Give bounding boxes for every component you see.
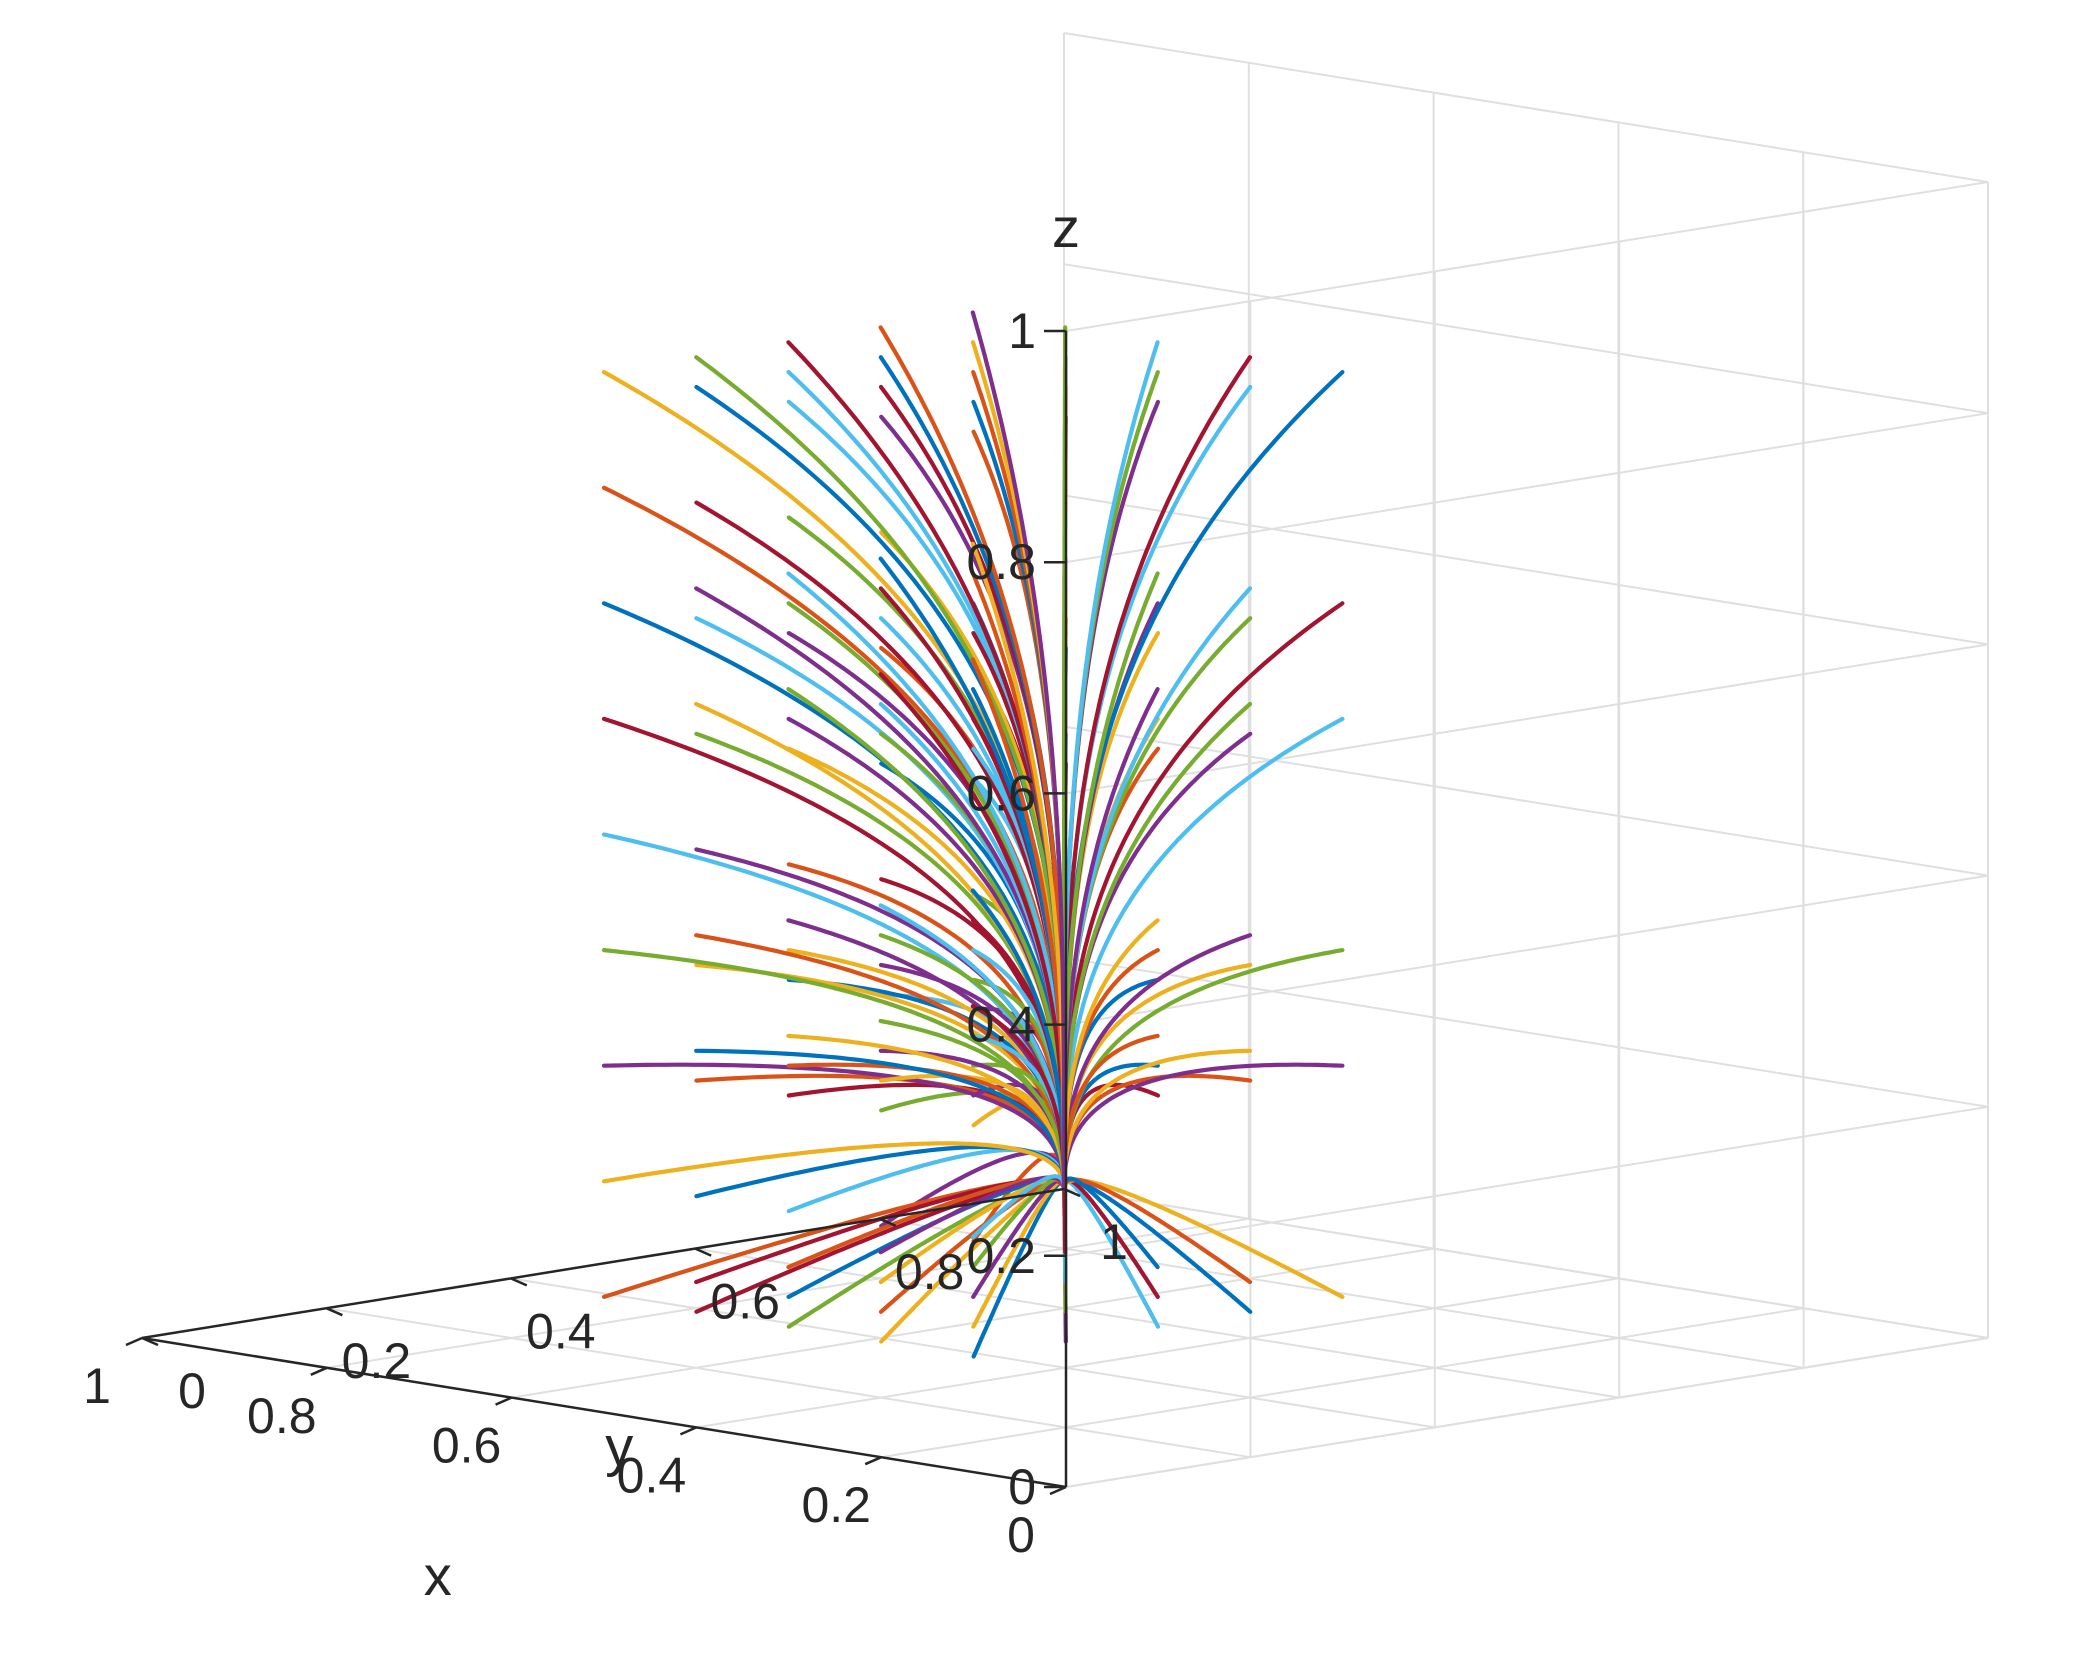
y-tick-label: 0.2 (342, 1333, 412, 1389)
y-axis-line (141, 1187, 1065, 1340)
x-tick-label: 0.4 (617, 1447, 687, 1503)
grid-line (881, 1307, 1804, 1459)
trajectory-line (878, 903, 1067, 1192)
trajectory-line (786, 687, 1067, 1192)
grid-line (1065, 412, 1989, 564)
y-tick-mark (141, 1336, 159, 1347)
trajectory-line (786, 571, 1067, 1192)
y-tick-label: 0 (178, 1363, 206, 1419)
trajectory-line (970, 541, 1067, 1192)
x-tick-mark (310, 1366, 328, 1376)
grid-line (879, 1217, 1804, 1369)
y-tick-label: 1 (1100, 1214, 1128, 1270)
trajectory-line (786, 1033, 1067, 1192)
y-axis-label: y (605, 1414, 633, 1477)
grid-line (1065, 643, 1989, 795)
trajectory-line (1061, 933, 1253, 1192)
trajectory-line (601, 1062, 1067, 1192)
trajectory-line (1061, 571, 1160, 1192)
z-tick-label: 0.6 (966, 765, 1036, 821)
grid-line (1063, 32, 1989, 183)
x-tick-label: 1 (83, 1358, 111, 1414)
grid-line (1063, 494, 1989, 646)
trajectory-line (694, 933, 1067, 1192)
grid-line (510, 1277, 1435, 1429)
trajectory-line (879, 1150, 1067, 1229)
y-tick-label: 0.4 (526, 1303, 596, 1359)
trajectory-line (1061, 716, 1345, 1192)
y-tick-mark (879, 1217, 897, 1227)
trajectory-line (878, 672, 1067, 1192)
z-tick-label: 0.8 (966, 534, 1036, 590)
grid-line (1065, 1337, 1989, 1488)
trajectory-line (1061, 918, 1160, 1192)
x-tick-mark (495, 1396, 513, 1406)
x-tick-label: 0.8 (247, 1388, 317, 1444)
y-tick-label: 0.6 (710, 1274, 780, 1330)
y-tick-mark (325, 1307, 343, 1317)
x-tick-label: 0.6 (432, 1418, 502, 1474)
grid-line (1065, 1105, 1989, 1257)
trajectory-line (878, 325, 1067, 1192)
trajectory-line (970, 310, 1067, 1192)
trajectory-line (878, 1018, 1067, 1192)
trajectory-line (1061, 601, 1345, 1192)
x-tick-label: 0 (1007, 1507, 1035, 1563)
grid-line (1063, 725, 1989, 877)
trajectory-line (970, 888, 1067, 1192)
x-tick-mark (679, 1426, 697, 1436)
axes: 0 0.2 0.4 0.6 0.8 1 0 0.2 0.4 0.6 0.8 1 0 0.2 0.4 0.6 0.… (83, 303, 1128, 1563)
y-tick-mark (510, 1277, 528, 1287)
trajectory-line (1061, 1048, 1253, 1192)
grid-line (696, 1277, 1619, 1429)
z-axis-label: z (1052, 196, 1080, 259)
z-tick-label: 1 (1008, 303, 1036, 359)
x-axis-line (141, 1336, 1067, 1489)
trajectory-line (1061, 1033, 1160, 1192)
grid-line (1065, 181, 1989, 332)
grid-line (1063, 956, 1989, 1108)
y-tick-mark (694, 1247, 712, 1257)
grid-line (326, 1217, 1249, 1369)
trajectory-line (694, 355, 1067, 1192)
grid-line (511, 1247, 1434, 1399)
trajectory-line (970, 1174, 1067, 1240)
trajectory-line (970, 1004, 1067, 1192)
z-tick-label: 0.2 (966, 1228, 1036, 1284)
x-tick-mark (1049, 1485, 1067, 1496)
trajectory-line (601, 1141, 1067, 1192)
grid-line (1063, 263, 1989, 415)
trajectory-line (694, 1048, 1067, 1192)
trajectory-line (1061, 701, 1253, 1192)
grid-line (1065, 874, 1989, 1026)
trajectory-line (1061, 355, 1253, 1192)
z-tick-label: 0 (1008, 1459, 1036, 1515)
y-tick-mark (1063, 1187, 1081, 1198)
x-tick-label: 0.2 (801, 1477, 871, 1533)
trajectory-line (1061, 1176, 1160, 1270)
trajectory-curves (601, 310, 1345, 1359)
grid-line (326, 1307, 1251, 1459)
z-tick-label: 0.4 (966, 997, 1036, 1053)
trajectory-line (1061, 340, 1160, 1192)
grid-line (1063, 1188, 1989, 1339)
trajectory-line (970, 657, 1067, 1192)
x-axis-label: x (424, 1544, 452, 1607)
x-tick-mark (125, 1336, 143, 1347)
y-tick-label: 0.8 (895, 1244, 965, 1300)
trajectory-line (1061, 687, 1160, 1192)
trajectory-line (1061, 1062, 1345, 1192)
x-tick-mark (864, 1456, 882, 1466)
